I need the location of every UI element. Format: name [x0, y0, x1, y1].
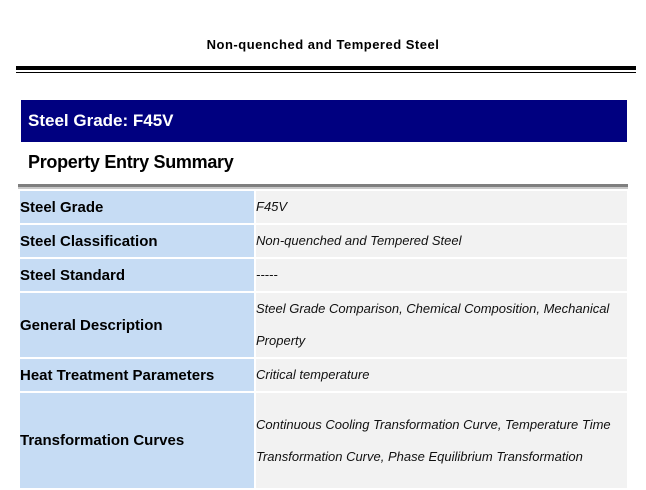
table-rule [18, 184, 628, 187]
steel-grade-banner: Steel Grade: F45V [21, 100, 627, 142]
table-row: Heat Treatment Parameters Critical tempe… [20, 359, 627, 391]
document-title: Non-quenched and Tempered Steel [206, 37, 440, 52]
row-label-heat-treatment-parameters: Heat Treatment Parameters [20, 359, 256, 391]
property-summary-table: Steel Grade F45V Steel Classification No… [20, 189, 627, 490]
row-value-steel-classification: Non-quenched and Tempered Steel [256, 225, 627, 257]
table-row: Steel Standard ----- [20, 259, 627, 291]
table-rule-shadow [18, 187, 628, 189]
table-row: Steel Grade F45V [20, 191, 627, 223]
row-label-steel-standard: Steel Standard [20, 259, 256, 291]
row-value-heat-treatment-parameters: Critical temperature [256, 359, 627, 391]
row-value-transformation-curves: Continuous Cooling Transformation Curve,… [256, 393, 627, 488]
row-label-general-description: General Description [20, 293, 256, 357]
row-label-steel-grade: Steel Grade [20, 191, 256, 223]
table-row: General Description Steel Grade Comparis… [20, 293, 627, 357]
section-heading: Property Entry Summary [28, 152, 234, 172]
row-value-steel-standard: ----- [256, 259, 627, 291]
table-row: Transformation Curves Continuous Cooling… [20, 393, 627, 488]
header-rule-thin [16, 72, 636, 73]
row-value-general-description: Steel Grade Comparison, Chemical Composi… [256, 293, 627, 357]
table-row: Steel Classification Non-quenched and Te… [20, 225, 627, 257]
row-label-transformation-curves: Transformation Curves [20, 393, 256, 488]
row-value-steel-grade: F45V [256, 191, 627, 223]
header-rule-thick [16, 66, 636, 70]
row-label-steel-classification: Steel Classification [20, 225, 256, 257]
